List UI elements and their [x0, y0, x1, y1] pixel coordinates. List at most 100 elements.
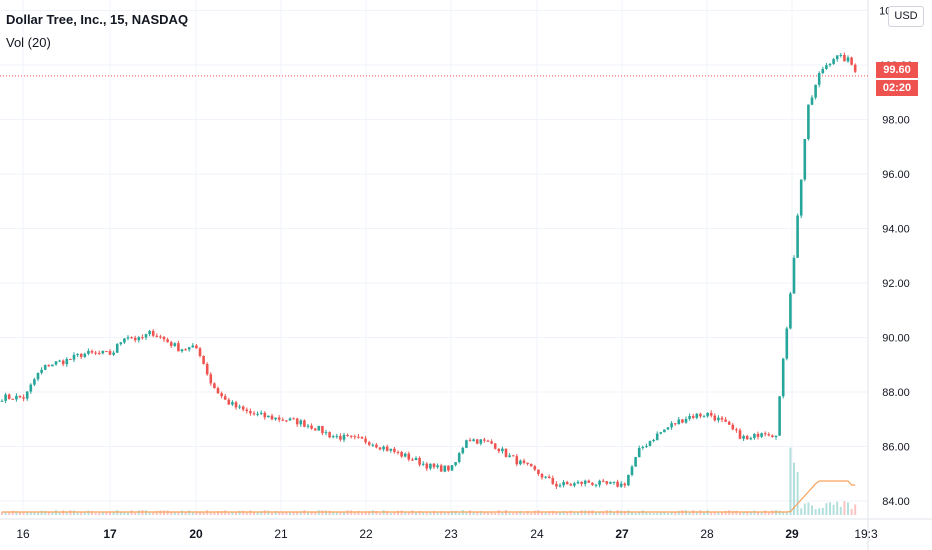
volume-bar — [515, 512, 518, 515]
volume-bar — [19, 511, 21, 515]
time-tick-label: 17 — [103, 527, 117, 541]
candle-body — [126, 337, 130, 339]
candle-body — [43, 365, 47, 370]
volume-bar — [659, 512, 662, 515]
candle-body — [209, 374, 213, 384]
time-tick-label: 19:3 — [854, 527, 878, 541]
volume-bar — [397, 510, 399, 515]
time-tick-label: 28 — [700, 527, 714, 541]
candle-body — [465, 440, 468, 448]
volume-bar — [58, 511, 61, 515]
volume-bar — [51, 512, 54, 515]
candle-body — [421, 463, 425, 465]
candle-body — [763, 433, 767, 435]
volume-bar — [134, 512, 137, 515]
candle-body — [414, 457, 418, 461]
candle-body — [159, 336, 162, 338]
candle-body — [792, 257, 796, 294]
candle-body — [310, 425, 313, 429]
volume-bar — [469, 510, 471, 515]
time-tick-label: 22 — [359, 527, 373, 541]
price-tick-label: 96.00 — [882, 169, 910, 181]
candle-body — [277, 417, 281, 420]
volume-bar — [854, 504, 857, 515]
volume-bar — [458, 512, 461, 515]
candle-body — [94, 352, 97, 354]
candle-body — [673, 423, 677, 425]
candle-body — [519, 460, 522, 465]
candle-body — [637, 447, 641, 458]
candle-body — [0, 400, 4, 402]
candle-body — [180, 349, 184, 352]
candle-body — [454, 462, 457, 466]
candle-body — [105, 351, 108, 353]
volume-indicator-label[interactable]: Vol (20) — [6, 35, 51, 50]
volume-bar — [76, 511, 79, 515]
volume-bar — [490, 512, 493, 515]
volume-bar — [386, 510, 389, 515]
candle-body — [403, 453, 407, 457]
candle-body — [317, 425, 321, 431]
symbol-title[interactable]: Dollar Tree, Inc., 15, NASDAQ — [6, 12, 189, 27]
candle-body — [853, 64, 857, 72]
candle-body — [313, 428, 317, 431]
candle-body — [418, 457, 421, 465]
candle-body — [346, 434, 349, 436]
volume-bar — [706, 510, 709, 515]
volume-bar — [778, 510, 781, 515]
volume-ma-line — [2, 480, 856, 513]
candle-body — [598, 480, 601, 485]
candle-body — [742, 435, 745, 439]
volume-bar — [512, 512, 515, 515]
candle-body — [724, 419, 727, 422]
candle-body — [540, 473, 544, 478]
candle-body — [753, 433, 756, 439]
candle-body — [173, 343, 177, 346]
candle-body — [817, 73, 821, 85]
volume-bar — [22, 512, 25, 515]
volume-bar — [760, 512, 763, 515]
volume-bar — [105, 511, 108, 515]
candle-body — [263, 412, 267, 418]
volume-bar — [584, 510, 587, 515]
volume-bar — [533, 510, 536, 515]
price-tick-label: 86.00 — [882, 442, 910, 454]
volume-bar — [573, 512, 576, 515]
candle-body — [4, 394, 7, 401]
candle-body — [439, 465, 443, 472]
candle-body — [339, 435, 342, 440]
candle-body — [227, 399, 231, 405]
candle-body — [652, 439, 655, 442]
currency-button[interactable]: USD — [888, 6, 924, 27]
volume-bar — [796, 472, 799, 515]
candle-body — [378, 447, 382, 450]
volume-bar — [587, 510, 590, 515]
volume-bar — [148, 511, 151, 515]
volume-bar — [407, 511, 410, 515]
volume-bar — [735, 510, 738, 515]
volume-bar — [717, 512, 720, 515]
volume-bar — [753, 510, 756, 515]
volume-bar — [281, 511, 284, 515]
volume-bar — [400, 510, 403, 515]
candle-body — [162, 336, 166, 340]
candle-body — [688, 416, 691, 419]
volume-bar — [641, 510, 644, 515]
volume-bar — [411, 510, 414, 515]
volume-bar — [209, 512, 212, 515]
volume-bar — [256, 512, 259, 515]
volume-bar — [188, 510, 191, 515]
volume-bar — [843, 501, 846, 515]
volume-bar — [328, 510, 331, 515]
volume-bar — [11, 510, 14, 515]
candle-body — [119, 342, 123, 345]
candle-body — [69, 358, 72, 360]
candle-body — [29, 384, 33, 392]
volume-bar — [825, 503, 828, 515]
candle-body — [321, 425, 324, 434]
volume-bar — [670, 511, 673, 515]
candle-body — [677, 419, 681, 425]
candle-body — [699, 413, 702, 417]
volume-bar — [245, 512, 248, 515]
